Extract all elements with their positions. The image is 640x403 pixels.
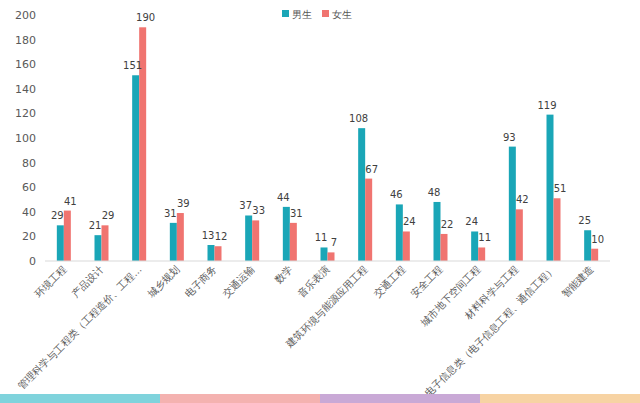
bars (57, 27, 598, 261)
data-label: 41 (64, 196, 77, 207)
x-tick-label: 数学 (272, 264, 294, 286)
bar (328, 252, 335, 261)
data-label: 44 (277, 192, 290, 203)
bar (177, 213, 184, 261)
x-tick-label: 安全工程 (409, 264, 445, 300)
data-label: 67 (365, 164, 378, 175)
data-label: 190 (136, 12, 155, 23)
band (320, 394, 481, 403)
bar (102, 225, 109, 261)
y-tick-label: 80 (22, 157, 36, 170)
data-label: 42 (516, 194, 529, 205)
bar (290, 223, 297, 261)
x-tick-label: 智能建造 (560, 264, 596, 300)
y-tick-label: 140 (15, 83, 36, 96)
bar (471, 231, 478, 261)
data-label: 21 (89, 220, 102, 231)
data-label: 29 (102, 210, 115, 221)
data-label: 93 (503, 132, 516, 143)
bar (403, 231, 410, 261)
bar (591, 249, 598, 261)
bar (95, 235, 102, 261)
data-label: 39 (177, 198, 190, 209)
band (480, 394, 640, 403)
data-label: 11 (315, 232, 328, 243)
bar (170, 223, 177, 261)
bar (365, 179, 372, 261)
y-tick-label: 0 (29, 255, 36, 268)
data-label: 33 (252, 205, 265, 216)
x-tick-label: 产品设计 (70, 264, 106, 300)
bar (478, 247, 485, 261)
y-tick-label: 120 (15, 107, 36, 120)
bar (283, 207, 290, 261)
bar (358, 128, 365, 261)
legend: 男生 女生 (282, 9, 352, 20)
x-tick-label: 建筑环境与能源应用工程 (283, 264, 369, 350)
data-label: 7 (331, 237, 337, 248)
bar (252, 220, 259, 261)
data-label: 11 (478, 232, 491, 243)
bar (509, 147, 516, 261)
data-label: 108 (349, 113, 368, 124)
bar (64, 211, 71, 261)
legend-label: 女生 (332, 9, 352, 20)
chart: 0204060801001201401601802002941212915119… (0, 0, 640, 403)
data-label: 24 (465, 216, 478, 227)
data-label: 12 (215, 231, 228, 242)
x-tick-label: 环境工程 (32, 264, 68, 300)
x-tick-label: 电子信息类（电子信息工程、通信工程） (423, 264, 558, 399)
data-label: 13 (202, 230, 215, 241)
bar (57, 225, 64, 261)
x-tick-label: 音乐表演 (296, 264, 332, 300)
bar (321, 247, 328, 261)
y-tick-label: 160 (15, 58, 36, 71)
data-label: 48 (428, 187, 441, 198)
data-label: 151 (123, 60, 142, 71)
x-tick-label: 城市地下空间工程 (418, 264, 483, 329)
data-label: 37 (239, 200, 252, 211)
bar (441, 234, 448, 261)
legend-swatch (282, 10, 289, 17)
decoration (0, 394, 640, 403)
x-tick-label: 管理科学与工程类（工程造价、工程... (16, 264, 144, 392)
legend-label: 男生 (292, 9, 312, 20)
bar (208, 245, 215, 261)
data-label: 24 (403, 216, 416, 227)
bar (547, 115, 554, 261)
bar (396, 204, 403, 261)
bar (516, 209, 523, 261)
data-label: 31 (164, 208, 177, 219)
x-tick-label: 交通运输 (221, 264, 257, 300)
bar (215, 246, 222, 261)
data-label: 25 (578, 215, 591, 226)
data-label: 119 (537, 100, 556, 111)
x-tick-label: 城乡规划 (144, 264, 181, 301)
data-label: 22 (441, 219, 454, 230)
band (0, 394, 161, 403)
y-tick-label: 180 (15, 34, 36, 47)
band (160, 394, 321, 403)
x-axis (45, 261, 610, 262)
data-label: 46 (390, 189, 403, 200)
bar (584, 230, 591, 261)
bar (132, 75, 139, 261)
x-tick-label: 电子商务 (183, 264, 219, 300)
y-tick-label: 40 (22, 206, 36, 219)
data-label: 29 (51, 210, 64, 221)
y-tick-label: 60 (22, 181, 36, 194)
bar (245, 215, 252, 261)
y-tick-label: 20 (22, 230, 36, 243)
data-labels: 2941212915119031391312373344311171086746… (51, 12, 604, 248)
data-label: 51 (554, 183, 567, 194)
bar (554, 198, 561, 261)
data-label: 10 (591, 234, 604, 245)
legend-swatch (322, 10, 329, 17)
y-tick-label: 200 (15, 9, 36, 22)
data-label: 31 (290, 208, 303, 219)
y-tick-label: 100 (15, 132, 36, 145)
x-tick-label: 交通工程 (371, 264, 407, 300)
bar (434, 202, 441, 261)
